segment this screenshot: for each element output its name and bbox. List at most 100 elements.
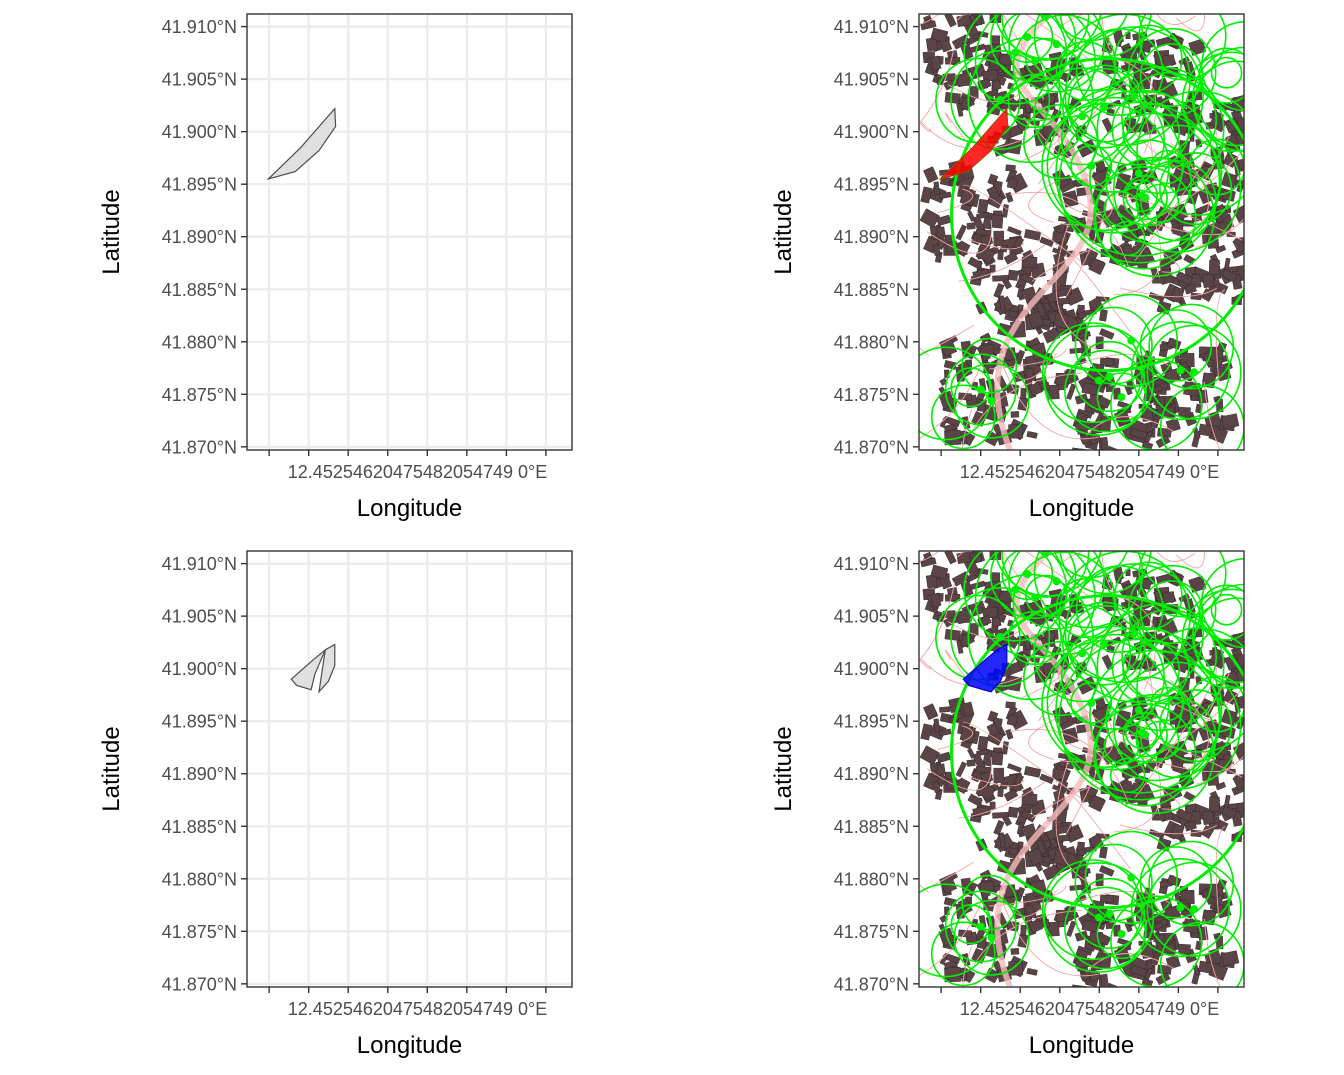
panel-top-right-building-646 xyxy=(1008,310,1019,319)
panel-top-right-building-340 xyxy=(1152,277,1165,284)
panel-bottom-left-ytick-label-2: 41.880°N xyxy=(162,869,237,889)
panel-bottom-right-building-626 xyxy=(1007,806,1019,818)
panel-bottom-right-street-37 xyxy=(1059,551,1086,567)
panel-top-right-building-795 xyxy=(956,14,971,28)
panel-bottom-right-building-372 xyxy=(923,703,939,721)
panel-bottom-right-street-28 xyxy=(919,861,974,894)
panel-top-right-building-350 xyxy=(1007,226,1022,236)
panel-bottom-left-background xyxy=(247,551,572,987)
panel-top-right-street-34 xyxy=(1175,14,1205,32)
panel-bottom-right-street-13 xyxy=(919,582,956,662)
panel-bottom-right-building-662 xyxy=(1056,834,1071,842)
panel-top-right-building-794 xyxy=(930,27,949,43)
panel-top-right-building-666 xyxy=(1052,231,1069,244)
panel-bottom-right-street-15 xyxy=(944,649,971,686)
panel-top-right-street-23 xyxy=(962,184,1082,262)
panel-top-right-building-37 xyxy=(1008,424,1024,439)
panel-top-right-building-799 xyxy=(930,55,942,71)
panel-top-right-building-592 xyxy=(1106,445,1124,450)
panel-bottom-right-building-395 xyxy=(938,728,952,737)
panel-top-right-street-12 xyxy=(1156,14,1196,25)
panel-top-right-building-751 xyxy=(951,34,970,50)
panel-top-right-circle-68 xyxy=(1059,14,1152,58)
panel-top-right-building-301 xyxy=(1215,244,1227,254)
panel-bottom-right-street-18 xyxy=(968,776,1025,787)
panel-top-right-street-5 xyxy=(1195,218,1244,248)
panel-bottom-right-building-470 xyxy=(1028,918,1043,934)
panel-top-right-building-628 xyxy=(1016,284,1025,298)
panel-top-right-street-13 xyxy=(919,45,956,125)
panel-top-right-circle-56 xyxy=(1181,51,1244,153)
panel-bottom-right-building-328 xyxy=(1221,805,1238,820)
panel-top-right: 41.870°N 41.875°N 41.880°N 41.885°N 41.890°N… xyxy=(770,13,1245,522)
panel-top-right-circle-54 xyxy=(1198,47,1244,104)
panel-bottom-right-building-574 xyxy=(1100,973,1109,987)
panel-bottom-right-building-653 xyxy=(980,770,994,784)
panel-bottom-right-street-5 xyxy=(1195,755,1244,785)
panel-bottom-right-circle-34 xyxy=(1136,627,1244,753)
panel-top-right-building-680 xyxy=(993,230,1005,247)
panel-top-right-building-470 xyxy=(1028,381,1043,397)
panel-top-right-basemap xyxy=(919,14,1244,450)
panel-bottom-right-building-784 xyxy=(944,628,961,641)
panel-top-right-circle-53 xyxy=(1138,14,1227,81)
panel-bottom-right-building-785 xyxy=(991,572,1001,582)
panel-top-right-circle-dot-65 xyxy=(976,385,985,394)
panel-top-right-street-27 xyxy=(1085,416,1175,436)
panel-top-right-ylabel: Latitude xyxy=(770,189,797,274)
panel-top-right-ytick-label-6: 41.900°N xyxy=(834,122,909,142)
panel-top-right-circle-45 xyxy=(1001,14,1054,63)
panel-bottom-right-building-391 xyxy=(955,761,967,778)
panel-bottom-right-building-679 xyxy=(967,793,983,807)
panel-top-right-building-653 xyxy=(980,233,994,247)
panel-bottom-right-building-597 xyxy=(1079,971,1092,982)
panel-top-right-building-675 xyxy=(1002,278,1013,290)
panel-top-right-building-408 xyxy=(936,214,952,227)
panel-top-right-ytick-label-3: 41.885°N xyxy=(834,280,909,300)
panel-bottom-right-circle-dot-77 xyxy=(1176,903,1185,912)
panel-bottom-right: 41.870°N 41.875°N 41.880°N 41.885°N 41.890°N… xyxy=(770,550,1245,1059)
panel-top-right-building-388 xyxy=(1005,192,1014,203)
panel-top-right-building-788 xyxy=(956,102,964,117)
panel-top-right-building-178 xyxy=(1023,97,1032,114)
panel-bottom-right-street-41 xyxy=(1010,728,1129,804)
panel-top-right-street-37 xyxy=(1059,14,1086,30)
panel-bottom-left-ytick-label-6: 41.900°N xyxy=(162,659,237,679)
panel-bottom-right-building-469 xyxy=(1081,919,1099,933)
panel-top-right-circle-76 xyxy=(1130,321,1230,421)
panel-bottom-right-building-541 xyxy=(1221,950,1240,967)
panel-bottom-right-street-39 xyxy=(1119,731,1243,778)
panel-bottom-right-building-472 xyxy=(1099,846,1108,859)
panel-bottom-right-street-35 xyxy=(1105,629,1220,724)
panel-top-right-circle-33 xyxy=(1113,124,1242,253)
panel-top-right-circle-62 xyxy=(919,346,993,441)
panel-bottom-right-building-389 xyxy=(933,718,940,733)
panel-bottom-right-circle-41 xyxy=(1096,909,1147,960)
panel-bottom-right-building-628 xyxy=(1016,821,1025,835)
panel-top-right-building-746 xyxy=(944,14,957,28)
panel-top-right-circle-dot-77 xyxy=(1176,366,1185,375)
panel-bottom-right-xtick-labels: 12.45254620475482054749 0°E xyxy=(960,999,1219,1019)
panel-bottom-right-street-48 xyxy=(1203,918,1221,987)
panel-top-right-circle-35 xyxy=(1135,160,1217,242)
panel-bottom-right-circle-dot-27 xyxy=(1100,639,1108,648)
panel-top-right-ytick-label-4: 41.890°N xyxy=(834,227,909,247)
panel-top-right-building-313 xyxy=(1184,266,1196,276)
panel-top-right-circle-40 xyxy=(1064,349,1147,433)
panel-top-right-border xyxy=(918,13,1245,451)
panel-bottom-right-building-790 xyxy=(944,594,961,602)
panel-bottom-right-circle-77 xyxy=(1110,895,1203,987)
panel-top-right-building-630 xyxy=(1020,273,1036,286)
panel-bottom-right-building-630 xyxy=(1020,810,1036,823)
panel-top-right-building-383 xyxy=(932,244,941,256)
panel-top-right-building-424 xyxy=(1099,328,1115,340)
panel-bottom-right-building-411 xyxy=(966,759,976,767)
panel-top-right-circle-71 xyxy=(1053,14,1128,42)
panel-bottom-right-ylabel: Latitude xyxy=(770,726,797,811)
panel-top-right-circle-36 xyxy=(1122,175,1168,221)
panel-bottom-right-building-415 xyxy=(961,701,975,717)
panel-bottom-right-building-634 xyxy=(1043,839,1052,849)
panel-bottom-right-xlabel: Longitude xyxy=(1029,1032,1134,1059)
panel-bottom-right-building-552 xyxy=(1198,960,1214,974)
panel-bottom-right-building-350 xyxy=(1007,763,1022,773)
